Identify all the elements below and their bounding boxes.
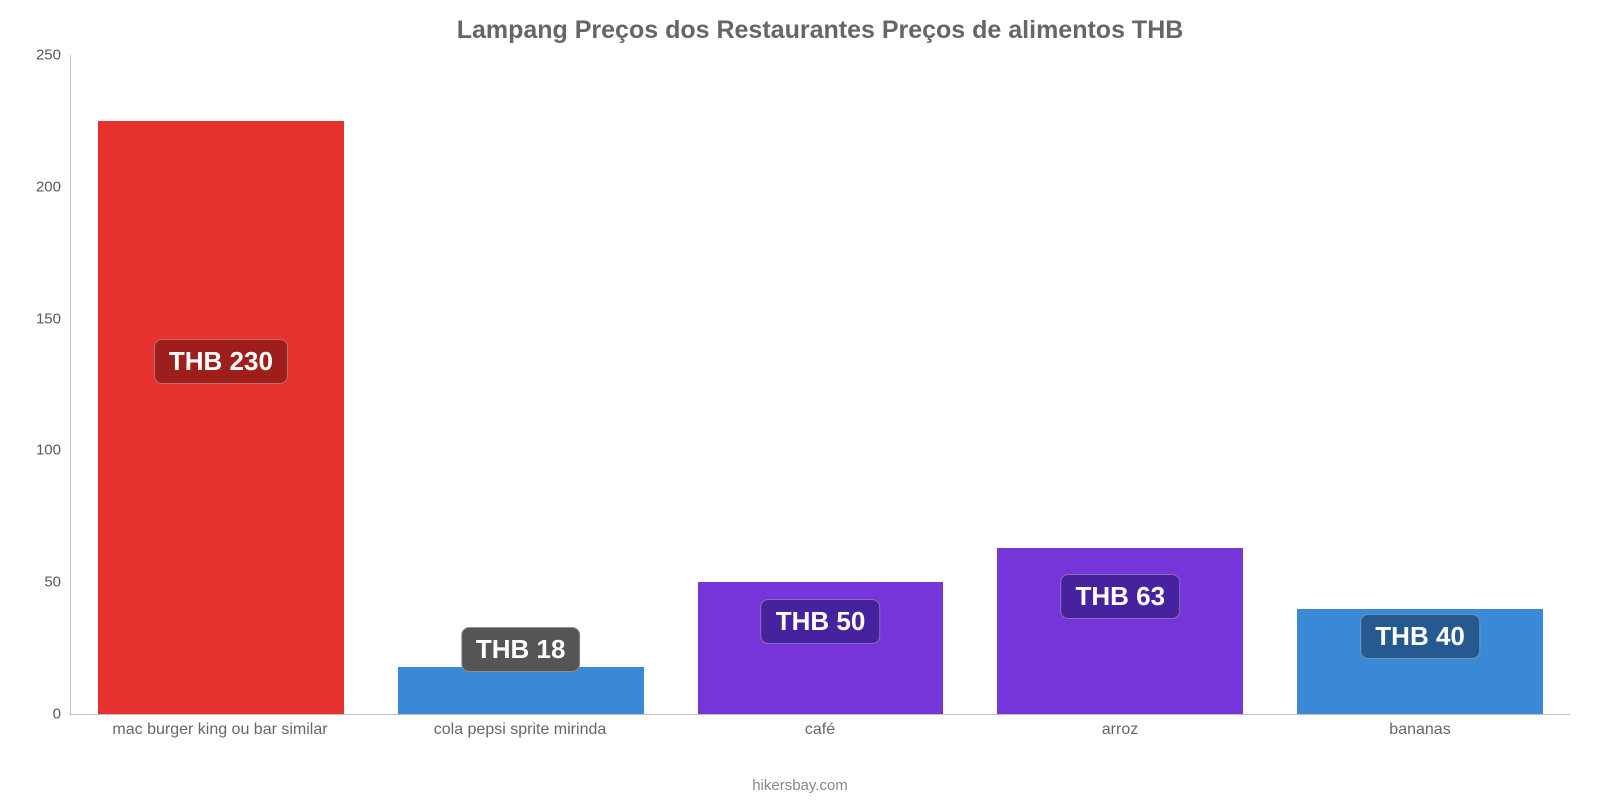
x-tick-label: café — [670, 721, 970, 739]
bar-slot: THB 50 — [671, 55, 971, 714]
x-tick-label: mac burger king ou bar similar — [70, 721, 370, 739]
y-tick-label: 200 — [36, 178, 61, 195]
bar-chart: Lampang Preços dos Restaurantes Preços d… — [0, 0, 1600, 800]
credit-text: hikersbay.com — [752, 777, 848, 794]
y-tick-label: 50 — [44, 574, 61, 591]
y-tick-label: 150 — [36, 310, 61, 327]
y-tick-label: 250 — [36, 47, 61, 64]
value-badge: THB 18 — [461, 627, 581, 672]
chart-title: Lampang Preços dos Restaurantes Preços d… — [70, 16, 1570, 45]
value-badge: THB 40 — [1360, 614, 1480, 659]
bar — [398, 667, 644, 714]
bar-slot: THB 18 — [371, 55, 671, 714]
y-tick-label: 100 — [36, 442, 61, 459]
bars-container: THB 230 THB 18 THB 50 THB 63 THB 40 — [71, 55, 1570, 714]
y-tick-label: 0 — [53, 706, 61, 723]
x-tick-label: arroz — [970, 721, 1270, 739]
bar-slot: THB 63 — [970, 55, 1270, 714]
value-badge: THB 50 — [761, 599, 881, 644]
bar — [997, 548, 1243, 714]
x-tick-label: cola pepsi sprite mirinda — [370, 721, 670, 739]
bar-slot: THB 230 — [71, 55, 371, 714]
x-axis-labels: mac burger king ou bar similarcola pepsi… — [70, 721, 1570, 739]
bar-slot: THB 40 — [1270, 55, 1570, 714]
value-badge: THB 63 — [1060, 574, 1180, 619]
plot-area: THB 230THB 18THB 50THB 63THB 40 05010015… — [70, 55, 1570, 715]
value-badge: THB 230 — [154, 339, 288, 384]
bar — [98, 121, 344, 714]
x-tick-label: bananas — [1270, 721, 1570, 739]
